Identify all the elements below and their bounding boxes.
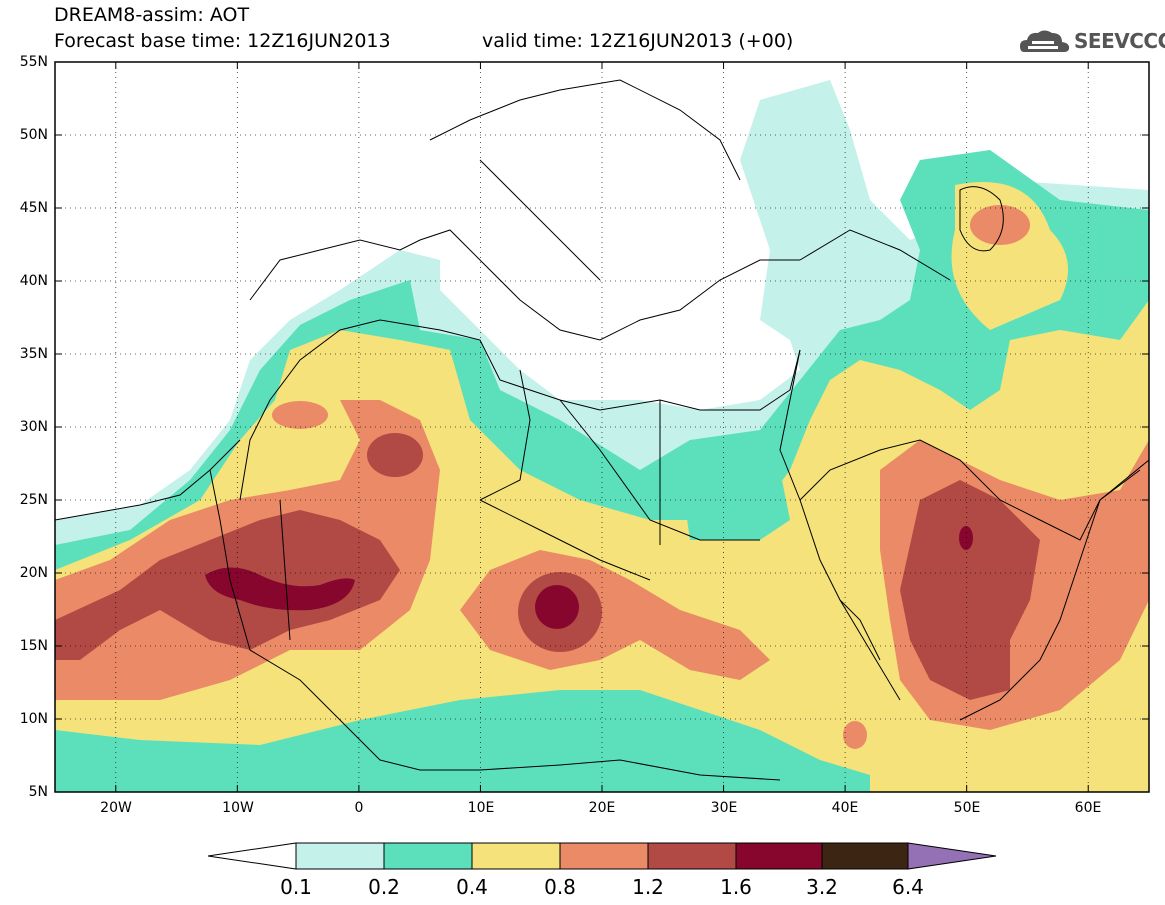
lon-label: 50E xyxy=(953,800,981,816)
colorbar xyxy=(207,842,997,870)
valid-time-label: valid time: 12Z16JUN2013 (+00) xyxy=(482,30,794,52)
colorbar-bin-1 xyxy=(295,842,385,870)
lon-label: 30E xyxy=(710,800,738,816)
lon-label: 60E xyxy=(1074,800,1102,816)
lat-label: 50N xyxy=(19,127,48,143)
lat-label: 5N xyxy=(28,784,48,800)
colorbar-bin-2 xyxy=(383,842,473,870)
lat-label: 30N xyxy=(19,419,48,435)
colorbar-bin-7 xyxy=(821,842,909,870)
colorbar-label: 3.2 xyxy=(806,875,838,899)
grid-lines xyxy=(55,62,1149,792)
lon-label: 20E xyxy=(588,800,616,816)
colorbar-over-arrow xyxy=(907,842,997,870)
map-title: DREAM8-assim: AOT xyxy=(54,4,250,26)
lat-label: 25N xyxy=(19,492,48,508)
colorbar-bin-6 xyxy=(735,842,823,870)
colorbar-bin-3 xyxy=(471,842,561,870)
lat-label: 20N xyxy=(19,565,48,581)
base-time-label: Forecast base time: 12Z16JUN2013 xyxy=(54,30,391,52)
lon-label: 20W xyxy=(100,800,132,816)
colorbar-label: 1.6 xyxy=(720,875,752,899)
cloud-icon xyxy=(1020,30,1070,52)
lat-label: 45N xyxy=(19,200,48,216)
lon-label: 10W xyxy=(222,800,254,816)
colorbar-under-arrow xyxy=(207,842,297,870)
lat-label: 55N xyxy=(19,54,48,70)
colorbar-label: 0.1 xyxy=(280,875,312,899)
colorbar-label: 0.8 xyxy=(544,875,576,899)
lat-label: 10N xyxy=(19,711,48,727)
lon-label: 0 xyxy=(354,800,364,816)
logo-text: SEEVCCC xyxy=(1074,29,1165,53)
colorbar-bin-4 xyxy=(559,842,649,870)
lon-label: 10E xyxy=(467,800,495,816)
colorbar-label: 0.4 xyxy=(456,875,488,899)
coastlines xyxy=(54,79,1150,781)
colorbar-label: 0.2 xyxy=(368,875,400,899)
lon-label: 40E xyxy=(831,800,859,816)
lat-label: 35N xyxy=(19,346,48,362)
colorbar-label: 6.4 xyxy=(892,875,924,899)
lat-label: 40N xyxy=(19,273,48,289)
colorbar-bin-5 xyxy=(647,842,737,870)
lat-label: 15N xyxy=(19,638,48,654)
colorbar-label: 1.2 xyxy=(632,875,664,899)
